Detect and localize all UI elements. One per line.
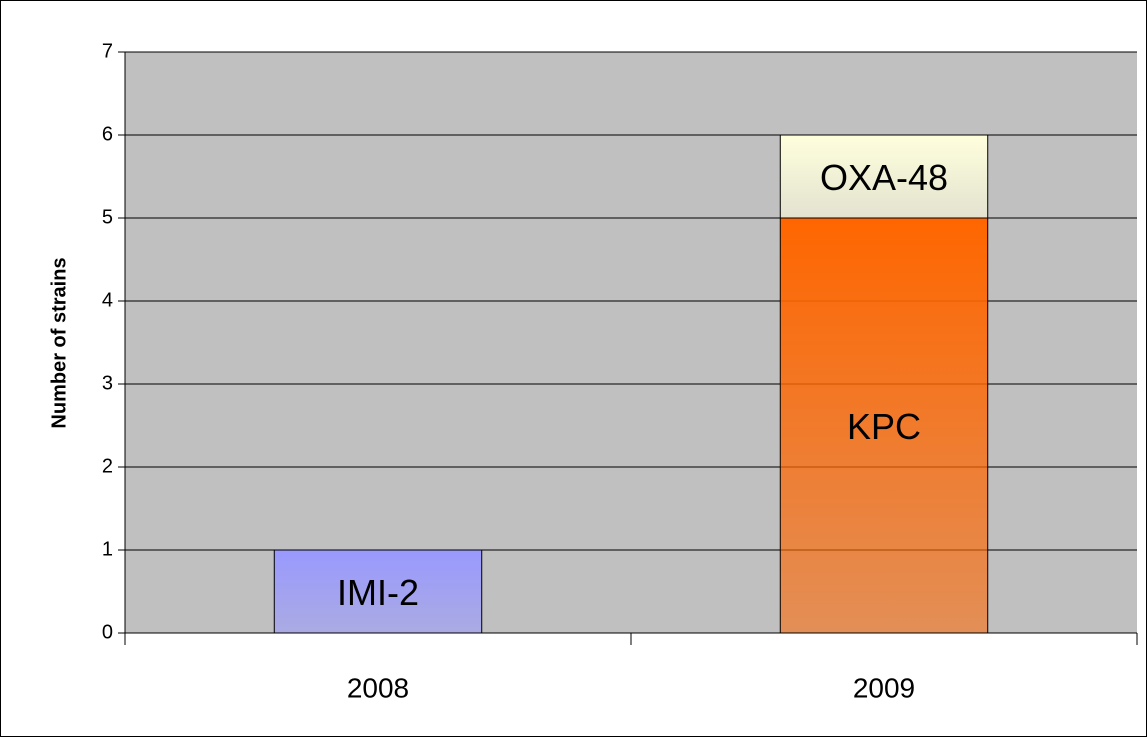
y-tick-label: 0 — [102, 621, 113, 643]
x-tick-label: 2009 — [853, 672, 915, 703]
y-tick-label: 7 — [102, 40, 113, 62]
bar-segment — [779, 134, 989, 219]
y-tick-label: 2 — [102, 455, 113, 477]
segment-label: OXA-48 — [820, 157, 948, 198]
y-tick-label: 3 — [102, 372, 113, 394]
y-tick-label: 4 — [102, 289, 113, 311]
y-axis-label: Number of strains — [48, 257, 70, 428]
y-tick-label: 1 — [102, 538, 113, 560]
segment-label: KPC — [847, 406, 921, 447]
bar-segment — [779, 217, 989, 634]
segment-label: IMI-2 — [337, 572, 419, 613]
y-tick-label: 6 — [102, 123, 113, 145]
bar-segment — [273, 549, 483, 634]
x-tick-label: 2008 — [347, 672, 409, 703]
y-tick-label: 5 — [102, 206, 113, 228]
